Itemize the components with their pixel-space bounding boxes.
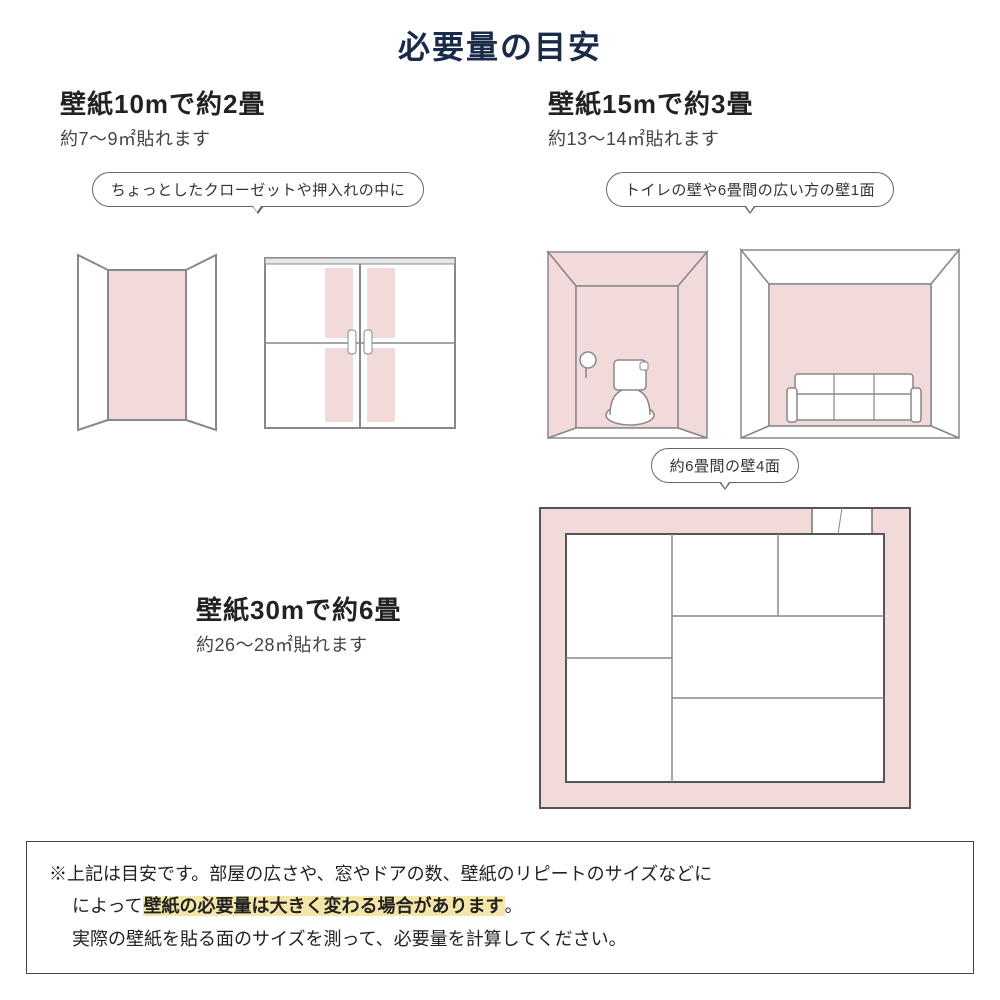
section-30m-sub: 約26〜28㎡貼れます	[196, 631, 402, 657]
notice-line1: ※上記は目安です。部屋の広さや、窓やドアの数、壁紙のリピートのサイズなどに	[49, 858, 951, 890]
notice-line2: によって壁紙の必要量は大きく変わる場合があります。	[49, 890, 951, 922]
sliding-closet-icon	[255, 240, 465, 440]
room-plan-icon	[530, 498, 920, 818]
section-30m-illustration	[530, 498, 920, 818]
section-15m-bubble: トイレの壁や6畳間の広い方の壁1面	[606, 172, 894, 207]
section-30m-heading: 壁紙30mで約6畳	[196, 590, 402, 627]
notice-line2-prefix: によって	[49, 896, 143, 916]
section-30m: 壁紙30mで約6畳 約26〜28㎡貼れます	[196, 590, 402, 657]
toilet-room-icon	[540, 240, 715, 440]
section-15m-sub: 約13〜14㎡貼れます	[548, 125, 754, 151]
section-30m-bubble-wrap: 約6畳間の壁4面	[615, 448, 835, 483]
page-title: 必要量の目安	[0, 0, 1000, 68]
section-15m-heading: 壁紙15mで約3畳	[548, 84, 754, 121]
notice-line2-suffix: 。	[505, 896, 523, 916]
section-15m-bubble-wrap: トイレの壁や6畳間の広い方の壁1面	[540, 172, 960, 207]
section-10m-bubble: ちょっとしたクローゼットや押入れの中に	[92, 172, 425, 207]
section-10m: 壁紙10mで約2畳 約7〜9㎡貼れます	[60, 84, 266, 151]
section-10m-heading: 壁紙10mで約2畳	[60, 84, 266, 121]
notice-line2-highlight: 壁紙の必要量は大きく変わる場合があります	[143, 896, 505, 916]
section-10m-sub: 約7〜9㎡貼れます	[60, 125, 266, 151]
section-10m-bubble-wrap: ちょっとしたクローゼットや押入れの中に	[48, 172, 468, 207]
living-wall-icon	[735, 240, 965, 440]
closet-open-icon	[60, 240, 235, 440]
section-10m-illustrations	[60, 222, 465, 440]
section-15m: 壁紙15mで約3畳 約13〜14㎡貼れます	[548, 84, 754, 151]
section-15m-illustrations	[540, 222, 965, 440]
notice-box: ※上記は目安です。部屋の広さや、窓やドアの数、壁紙のリピートのサイズなどに によ…	[26, 841, 974, 974]
section-30m-bubble: 約6畳間の壁4面	[651, 448, 800, 483]
notice-line3: 実際の壁紙を貼る面のサイズを測って、必要量を計算してください。	[49, 923, 951, 955]
